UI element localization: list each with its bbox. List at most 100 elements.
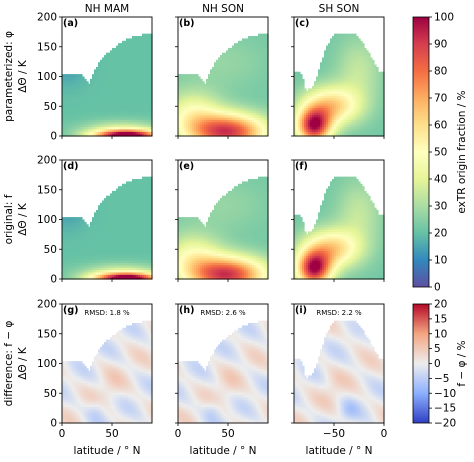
heatmap-cell <box>108 102 111 106</box>
heatmap-cell <box>68 90 71 94</box>
heatmap-cell <box>144 69 147 73</box>
heatmap-cell <box>130 62 133 66</box>
heatmap-cell <box>194 88 197 92</box>
heatmap-cell <box>148 78 151 82</box>
heatmap-cell <box>232 83 235 87</box>
heatmap-cell <box>96 100 99 104</box>
heatmap-cell <box>256 64 259 68</box>
heatmap-cell <box>232 93 235 97</box>
heatmap-cell <box>200 105 203 109</box>
heatmap-cell <box>230 107 233 111</box>
heatmap-cell <box>248 102 251 106</box>
heatmap-cell <box>102 78 105 82</box>
heatmap-cell <box>202 116 205 120</box>
heatmap-cell <box>114 119 117 123</box>
heatmap-cell <box>96 81 99 85</box>
heatmap-cell <box>98 83 101 87</box>
heatmap-cell <box>120 43 123 47</box>
heatmap-cell <box>80 116 83 120</box>
heatmap-cell <box>120 100 123 104</box>
heatmap-cell <box>78 131 81 135</box>
heatmap-cell <box>142 114 145 118</box>
heatmap-cell <box>218 114 221 118</box>
heatmap-cell <box>114 47 117 51</box>
heatmap-cell <box>244 93 247 97</box>
heatmap-cell <box>104 121 107 125</box>
heatmap-cell <box>130 124 133 128</box>
heatmap-cell <box>128 128 131 132</box>
heatmap-cell <box>138 86 141 89</box>
heatmap-cell <box>104 116 107 120</box>
heatmap-cell <box>120 121 123 125</box>
heatmap-cell <box>104 59 107 63</box>
heatmap-cell <box>130 126 133 130</box>
heatmap-cell <box>196 100 199 104</box>
heatmap-cell <box>136 59 139 63</box>
heatmap-cell <box>228 47 231 51</box>
heatmap-cell <box>246 76 249 80</box>
heatmap-cell <box>80 102 83 106</box>
heatmap-cell <box>184 88 187 92</box>
heatmap-cell <box>142 47 145 51</box>
heatmap-cell <box>148 100 151 104</box>
heatmap-cell <box>214 131 217 135</box>
heatmap-cell <box>142 43 145 47</box>
heatmap-cell <box>130 83 133 87</box>
heatmap-cell <box>196 81 199 85</box>
heatmap-cell <box>248 114 251 118</box>
heatmap-cell <box>238 131 241 135</box>
heatmap-cell <box>142 119 145 123</box>
heatmap-cell <box>110 81 113 85</box>
heatmap-cell <box>184 114 187 118</box>
heatmap-cell <box>212 69 215 73</box>
heatmap-cell <box>240 95 243 99</box>
heatmap-cell <box>96 71 99 75</box>
heatmap-cell <box>102 128 105 132</box>
heatmap-cell <box>234 50 237 54</box>
heatmap-cell <box>256 88 259 92</box>
heatmap-cell <box>196 105 199 109</box>
heatmap-cell <box>68 76 71 80</box>
heatmap-cell <box>236 119 239 123</box>
heatmap-cell <box>202 121 205 125</box>
heatmap-cell <box>122 133 125 137</box>
heatmap-cell <box>186 81 189 85</box>
heatmap-cell <box>136 112 139 116</box>
heatmap-cell <box>236 64 239 68</box>
heatmap-cell <box>206 81 209 85</box>
heatmap-cell <box>238 128 241 132</box>
heatmap-cell <box>224 55 227 59</box>
heatmap-cell <box>194 121 197 125</box>
heatmap-cell <box>192 109 195 113</box>
heatmap-cell <box>88 119 91 123</box>
heatmap-cell <box>242 121 245 125</box>
heatmap-cell <box>106 112 109 116</box>
heatmap-cell <box>96 128 99 132</box>
heatmap-cell <box>128 93 131 97</box>
heatmap-cell <box>80 124 83 128</box>
heatmap-cell <box>132 64 135 68</box>
heatmap-cell <box>182 116 185 120</box>
heatmap-cell <box>90 126 93 130</box>
heatmap-cell <box>114 78 117 82</box>
heatmap-cell <box>66 90 69 94</box>
heatmap-cell <box>236 62 239 66</box>
heatmap-cell <box>194 116 197 120</box>
heatmap-cell <box>140 112 143 116</box>
heatmap-cell <box>66 107 69 111</box>
heatmap-cell <box>178 97 181 101</box>
heatmap-cell <box>246 66 249 70</box>
heatmap-cell <box>202 81 205 85</box>
heatmap-cell <box>178 128 181 132</box>
heatmap-cell <box>128 119 131 123</box>
heatmap-cell <box>196 74 199 78</box>
heatmap-cell <box>132 45 135 49</box>
heatmap-cell <box>226 119 229 123</box>
heatmap-cell <box>256 71 259 75</box>
heatmap-cell <box>208 88 211 92</box>
heatmap-cell <box>202 83 205 87</box>
heatmap-cell <box>116 88 119 92</box>
heatmap-cell <box>124 109 127 113</box>
heatmap-cell <box>256 59 259 63</box>
heatmap-cell <box>186 109 189 113</box>
